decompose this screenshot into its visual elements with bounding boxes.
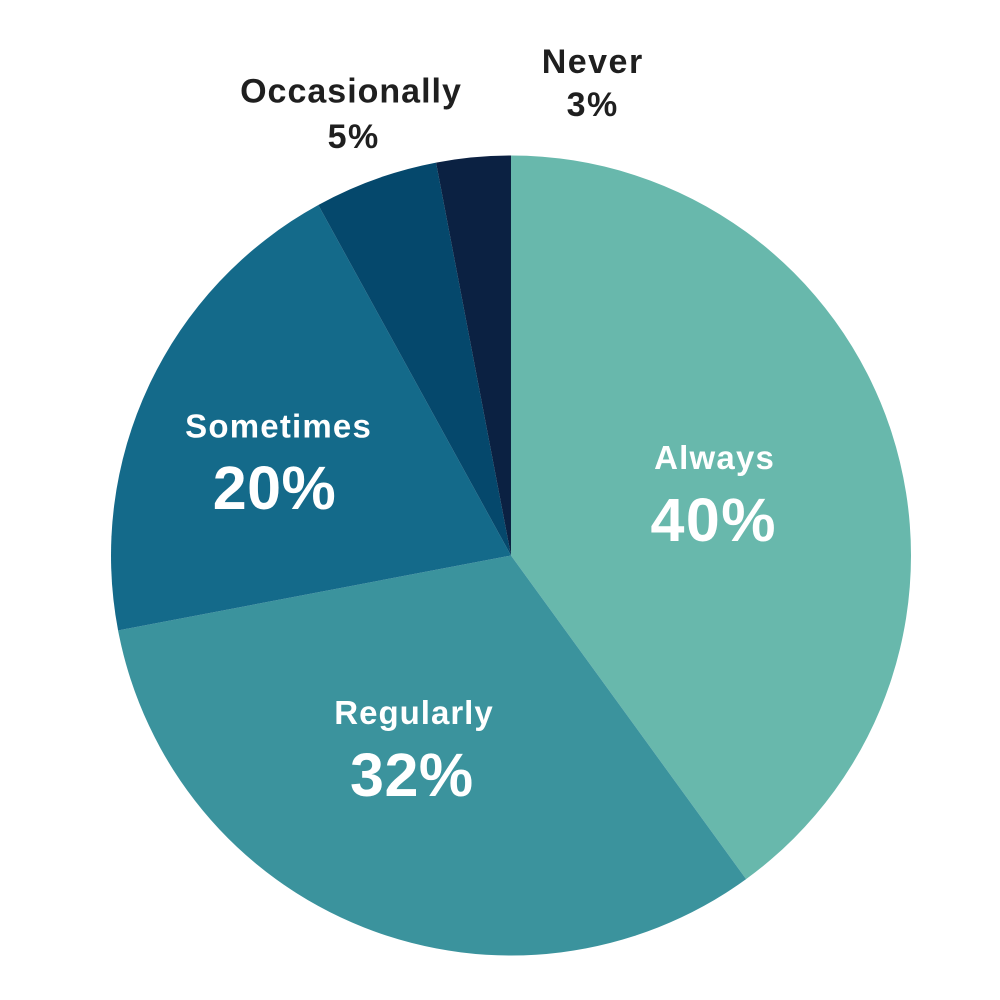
svg-text:Occasionally: Occasionally	[240, 73, 462, 111]
svg-text:Never: Never	[542, 43, 644, 81]
svg-text:Always: Always	[654, 439, 775, 476]
svg-text:Sometimes: Sometimes	[185, 408, 372, 445]
svg-text:32%: 32%	[350, 741, 474, 809]
svg-text:Regularly: Regularly	[334, 694, 493, 731]
svg-text:5%: 5%	[328, 118, 380, 156]
svg-text:40%: 40%	[650, 486, 777, 554]
svg-text:3%: 3%	[567, 86, 619, 124]
svg-text:20%: 20%	[213, 454, 337, 522]
